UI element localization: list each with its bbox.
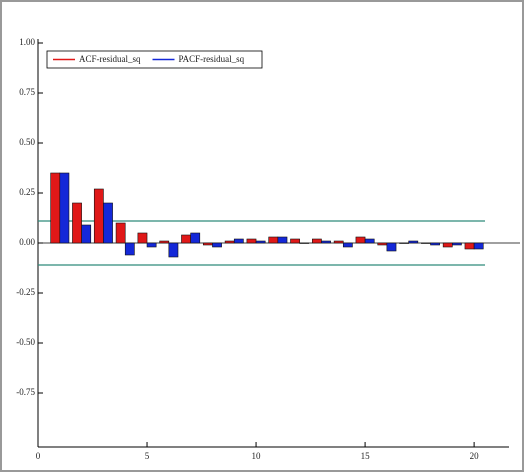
bar [224,240,235,244]
bar [81,224,92,244]
x-tick-label: 5 [145,451,150,461]
y-tick-label: -0.25 [16,287,35,297]
bar [464,242,475,250]
y-tick-label: 0.25 [19,187,35,197]
legend: ACF-residual_sq PACF-residual_sq [46,50,263,69]
bar [408,240,419,244]
bar [430,242,440,246]
bar [59,172,70,244]
y-tick-label: 0.75 [19,87,35,97]
bar [268,236,279,244]
bar [233,238,244,244]
bar [421,242,431,244]
bar [290,238,300,244]
bar [299,242,310,244]
bar [212,242,222,248]
bar [333,240,344,244]
bar [190,232,201,244]
bar [386,242,397,252]
bar [321,240,331,244]
plot: 1.00 0.75 0.50 0.25 0.00 -0.25 -0.50 -0.75 0 5 10 1… [16,37,520,461]
bar [355,236,366,244]
bar [399,242,409,244]
bar [312,238,322,244]
bar [146,242,157,248]
bar [202,242,213,246]
bar [377,242,388,246]
y-tick-label: 0.00 [19,237,35,247]
bar [115,222,126,244]
bar [364,238,375,244]
bar [342,242,353,248]
y-tick-label: 1.00 [19,37,35,47]
x-tick-label: 20 [470,451,480,461]
bar [168,242,179,258]
bar [255,240,266,244]
bar [452,242,462,246]
x-tick-label: 15 [361,451,371,461]
legend-label: PACF-residual_sq [179,54,245,64]
bar [50,172,61,244]
bar [442,242,453,248]
y-tick-label: -0.50 [16,337,35,347]
x-tick-label: 10 [252,451,262,461]
bar [103,202,113,244]
legend-label: ACF-residual_sq [79,54,141,64]
y-tick-label: 0.50 [19,137,35,147]
bar [277,236,288,244]
x-tick-label: 0 [36,451,41,461]
bar [93,188,104,244]
bar [72,202,82,244]
bar [159,240,170,244]
bar [137,232,148,244]
bar [181,234,191,244]
y-tick-label: -0.75 [16,387,35,397]
bar [246,238,257,244]
bar [124,242,135,256]
bar [473,242,484,250]
